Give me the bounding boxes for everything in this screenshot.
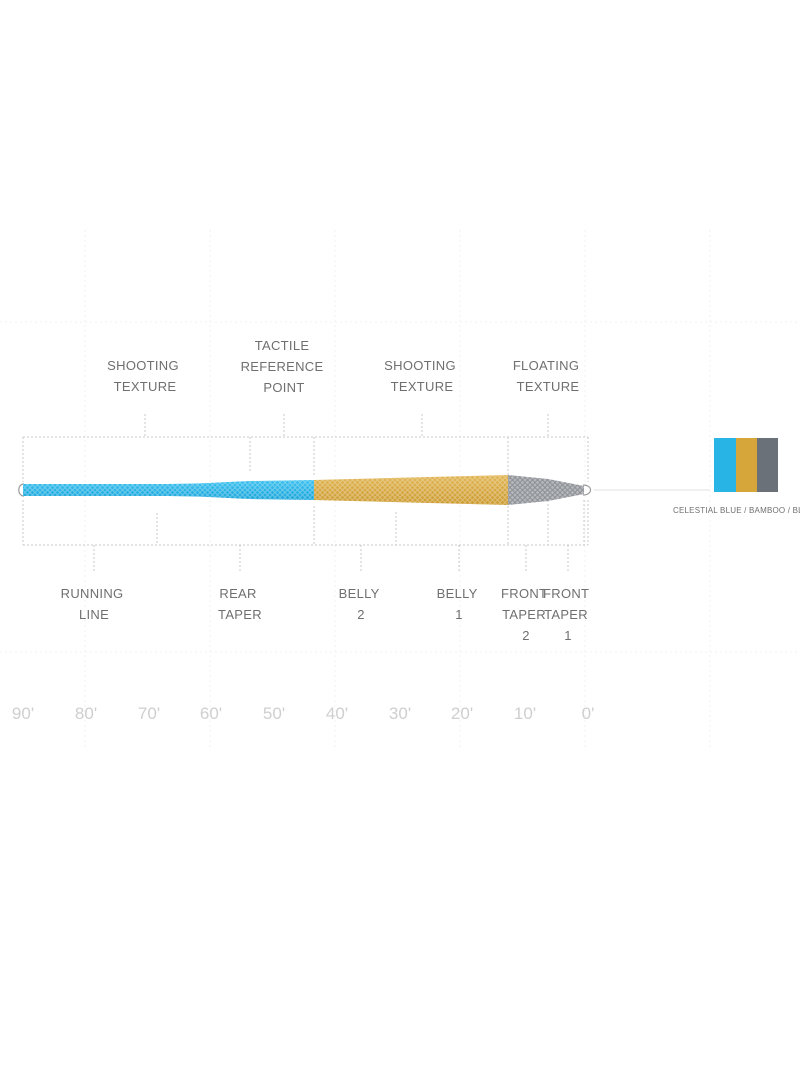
label-front-taper-2: FRONT TAPER 2 bbox=[501, 586, 551, 643]
tick-label: 10' bbox=[514, 704, 536, 723]
line: 1 bbox=[564, 628, 572, 643]
line: RUNNING bbox=[61, 586, 124, 601]
label-floating-texture: FLOATING TEXTURE bbox=[513, 358, 583, 394]
tick-label: 80' bbox=[75, 704, 97, 723]
line: FRONT bbox=[501, 586, 547, 601]
label-shooting-texture-right: SHOOTING TEXTURE bbox=[384, 358, 460, 394]
top-bracket bbox=[22, 414, 589, 482]
line: TAPER bbox=[544, 607, 588, 622]
line: TEXTURE bbox=[391, 379, 454, 394]
line: REFERENCE bbox=[241, 359, 324, 374]
line: TAPER bbox=[218, 607, 262, 622]
line: BELLY bbox=[437, 586, 478, 601]
line: 2 bbox=[357, 607, 365, 622]
line: TAPER bbox=[502, 607, 546, 622]
tick-label: 20' bbox=[451, 704, 473, 723]
fly-line bbox=[18, 475, 710, 505]
label-belly-2: BELLY 2 bbox=[339, 586, 384, 622]
tick-label: 50' bbox=[263, 704, 285, 723]
swatch-caption: CELESTIAL BLUE / BAMBOO / BLUE HERON bbox=[673, 506, 800, 515]
swatch-blue-heron bbox=[757, 438, 778, 492]
line: TEXTURE bbox=[517, 379, 580, 394]
tick-label: 90' bbox=[12, 704, 34, 723]
label-front-taper-1: FRONT TAPER 1 bbox=[543, 586, 593, 643]
line: BELLY bbox=[339, 586, 380, 601]
line: 1 bbox=[455, 607, 463, 622]
line: TEXTURE bbox=[114, 379, 177, 394]
label-rear-taper: REAR TAPER bbox=[218, 586, 262, 622]
bottom-bracket bbox=[22, 500, 589, 572]
line: LINE bbox=[79, 607, 109, 622]
swatch-bamboo bbox=[736, 438, 757, 492]
label-belly-1: BELLY 1 bbox=[437, 586, 482, 622]
line: SHOOTING bbox=[384, 358, 456, 373]
tick-label: 30' bbox=[389, 704, 411, 723]
tick-label: 40' bbox=[326, 704, 348, 723]
color-swatches: CELESTIAL BLUE / BAMBOO / BLUE HERON bbox=[673, 438, 800, 515]
line: FLOATING bbox=[513, 358, 579, 373]
tick-label: 60' bbox=[200, 704, 222, 723]
front-loop bbox=[582, 484, 592, 496]
distance-scale: 90' 80' 70' 60' 50' 40' 30' 20' 10' 0' bbox=[12, 704, 594, 723]
swatch-celestial-blue bbox=[714, 438, 736, 492]
label-shooting-texture-left: SHOOTING TEXTURE bbox=[107, 358, 183, 394]
line: TACTILE bbox=[255, 338, 310, 353]
line: SHOOTING bbox=[107, 358, 179, 373]
line: FRONT bbox=[543, 586, 589, 601]
tick-label: 0' bbox=[582, 704, 595, 723]
line: POINT bbox=[263, 380, 304, 395]
label-running-line: RUNNING LINE bbox=[61, 586, 128, 622]
label-tactile-reference-point: TACTILE REFERENCE POINT bbox=[241, 338, 328, 395]
line: REAR bbox=[219, 586, 256, 601]
line: 2 bbox=[522, 628, 530, 643]
rear-loop bbox=[18, 483, 25, 497]
tick-label: 70' bbox=[138, 704, 160, 723]
